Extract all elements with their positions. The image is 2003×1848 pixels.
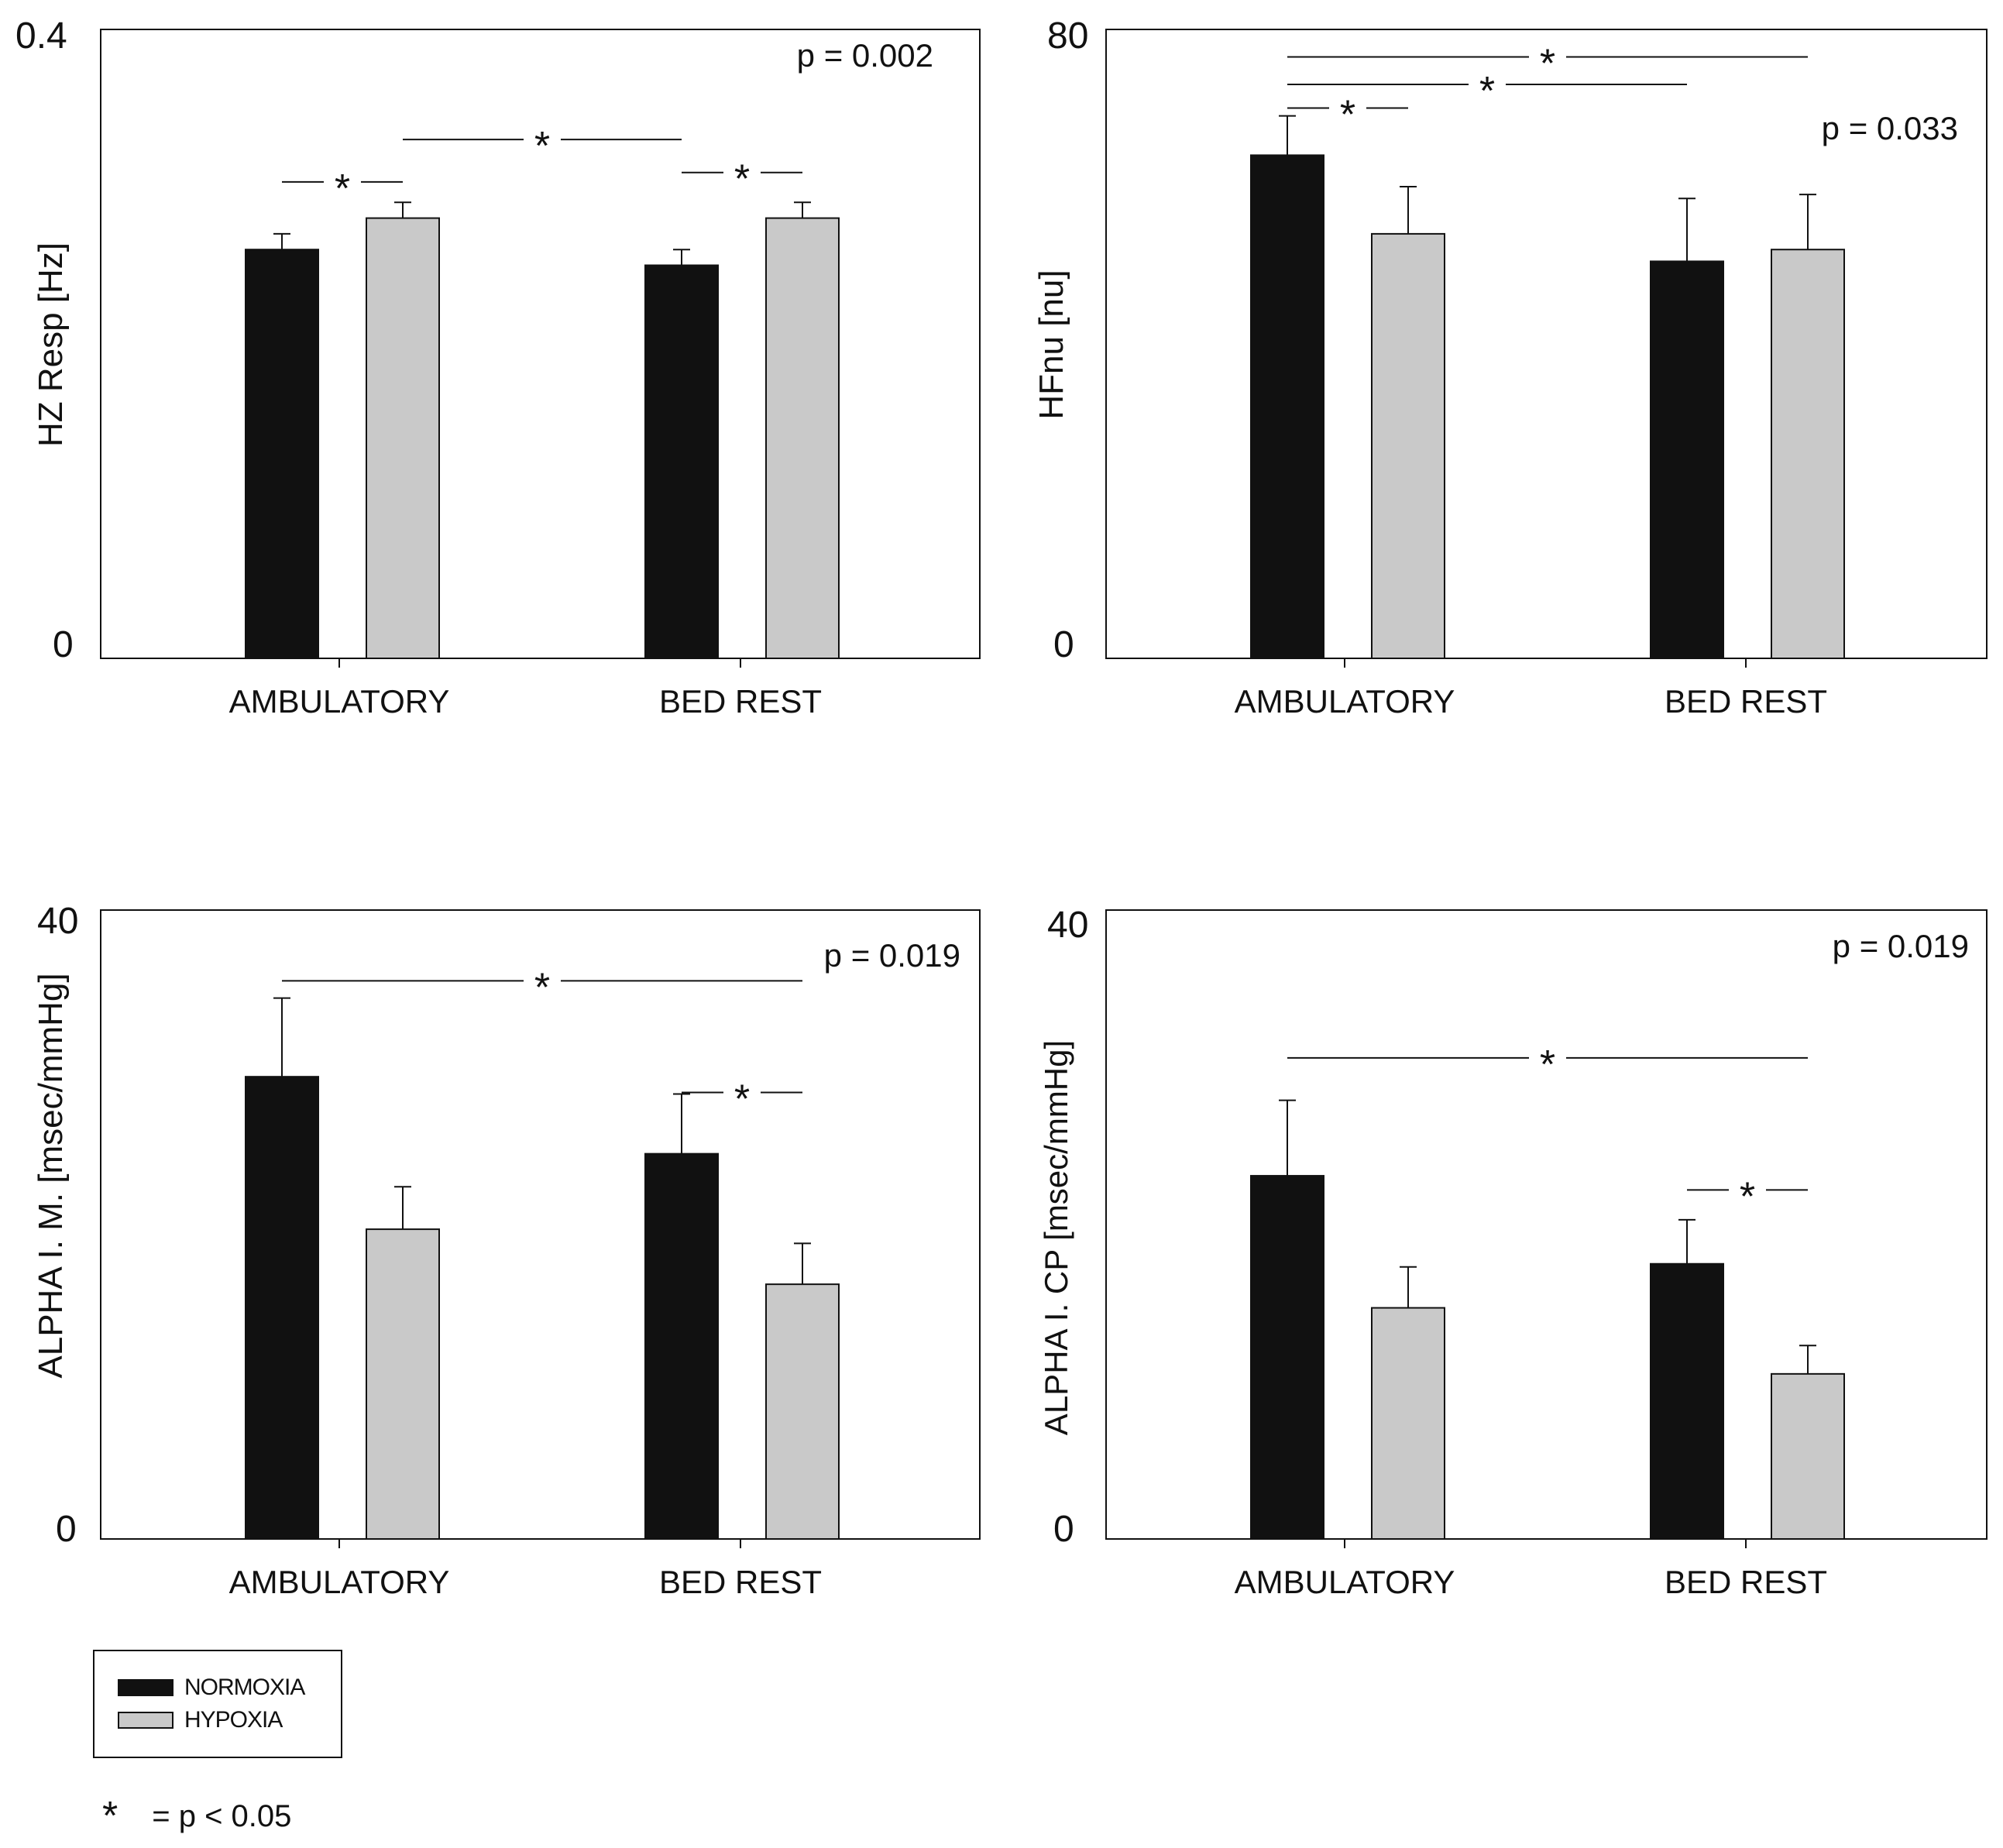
plot-3-xlabel-ambulatory: AMBULATORY (229, 1564, 450, 1600)
plot-2-frame (1105, 29, 1988, 659)
plot-2-ytick-max: 80 (1047, 15, 1088, 57)
plot-1-sig-1-star: * (335, 167, 350, 211)
plot-1-sig-2-star: * (534, 124, 550, 169)
plot-1-sig-3-star: * (734, 157, 750, 202)
significance-footnote-text: = p < 0.05 (152, 1798, 292, 1833)
plot-1-pvalue: p = 0.002 (797, 37, 933, 74)
plot-3-pvalue: p = 0.019 (824, 937, 960, 974)
plot-1-xlabel-ambulatory: AMBULATORY (229, 683, 450, 720)
plot-4-ytick-min: 0 (1053, 1509, 1074, 1550)
significance-footnote: * = p < 0.05 (102, 1793, 291, 1839)
plot-3-sig-2-star: * (734, 1077, 750, 1122)
legend: NORMOXIA HYPOXIA (93, 1650, 342, 1758)
plot-4-ylabel: ALPHA I. CP [msec/mmHg] (1038, 1040, 1074, 1435)
plot-3-ytick-max: 40 (37, 901, 78, 942)
plot-1-xlabel-bed-rest: BED REST (659, 683, 822, 720)
plot-2-sig-3-star: * (1540, 42, 1555, 87)
plot-2-sig-2-star: * (1479, 69, 1495, 114)
plot-1-hypoxia-bed-rest-bar (765, 217, 840, 660)
plot-4-hypoxia-bed-rest-bar (1771, 1372, 1845, 1540)
significance-star-symbol: * (102, 1794, 119, 1839)
plot-4-normoxia-ambulatory-bar (1250, 1175, 1324, 1540)
legend-swatch-normoxia (118, 1679, 174, 1696)
plot-3-ylabel: ALPHA I. M. [msec/mmHg] (32, 973, 70, 1378)
plot-4-frame (1105, 909, 1988, 1540)
plot-4-ytick-max: 40 (1047, 905, 1088, 946)
plot-2-xlabel-bed-rest: BED REST (1665, 683, 1827, 720)
plot-2-ytick-min: 0 (1053, 624, 1074, 665)
legend-item-hypoxia: HYPOXIA (118, 1707, 283, 1733)
plot-3-hypoxia-ambulatory-bar (366, 1228, 440, 1540)
plot-4-sig-1-star: * (1540, 1043, 1555, 1087)
plot-1-ytick-max: 0.4 (15, 15, 67, 57)
plot-4-sig-2-star: * (1740, 1174, 1755, 1219)
plot-4-hypoxia-ambulatory-bar (1371, 1307, 1445, 1540)
plot-1-normoxia-bed-rest-bar (644, 264, 719, 659)
legend-item-normoxia: NORMOXIA (118, 1675, 305, 1701)
plot-2-ylabel: HFnu [nu] (1032, 270, 1070, 419)
plot-3-ytick-min: 0 (56, 1509, 77, 1550)
plot-4-normoxia-bed-rest-bar (1650, 1262, 1724, 1540)
plot-1-ylabel: HZ Resp [Hz] (32, 242, 70, 447)
legend-swatch-hypoxia (118, 1712, 174, 1729)
plot-3-frame (100, 909, 981, 1540)
plot-1-hypoxia-ambulatory-bar (366, 217, 440, 660)
plot-2-hypoxia-ambulatory-bar (1371, 232, 1445, 659)
plot-4-xlabel-bed-rest: BED REST (1665, 1564, 1827, 1600)
plot-3-sig-1-star: * (534, 965, 550, 1010)
plot-2-pvalue: p = 0.033 (1822, 110, 1958, 146)
plot-1-frame (100, 29, 981, 659)
plot-4-xlabel-ambulatory: AMBULATORY (1235, 1564, 1455, 1600)
legend-label-normoxia: NORMOXIA (184, 1675, 305, 1700)
plot-4-pvalue: p = 0.019 (1833, 928, 1969, 964)
plot-1-ytick-min: 0 (53, 624, 74, 665)
plot-2-sig-1-star: * (1340, 93, 1355, 138)
plot-2-xlabel-ambulatory: AMBULATORY (1235, 683, 1455, 720)
plot-2-normoxia-bed-rest-bar (1650, 260, 1724, 659)
plot-3-normoxia-ambulatory-bar (245, 1076, 319, 1541)
legend-label-hypoxia: HYPOXIA (184, 1707, 283, 1733)
plot-1-normoxia-ambulatory-bar (245, 249, 319, 659)
plot-3-hypoxia-bed-rest-bar (765, 1283, 840, 1540)
plot-2-normoxia-ambulatory-bar (1250, 154, 1324, 659)
plot-2-hypoxia-bed-rest-bar (1771, 249, 1845, 659)
plot-3-xlabel-bed-rest: BED REST (659, 1564, 822, 1600)
plot-3-normoxia-bed-rest-bar (644, 1152, 719, 1541)
